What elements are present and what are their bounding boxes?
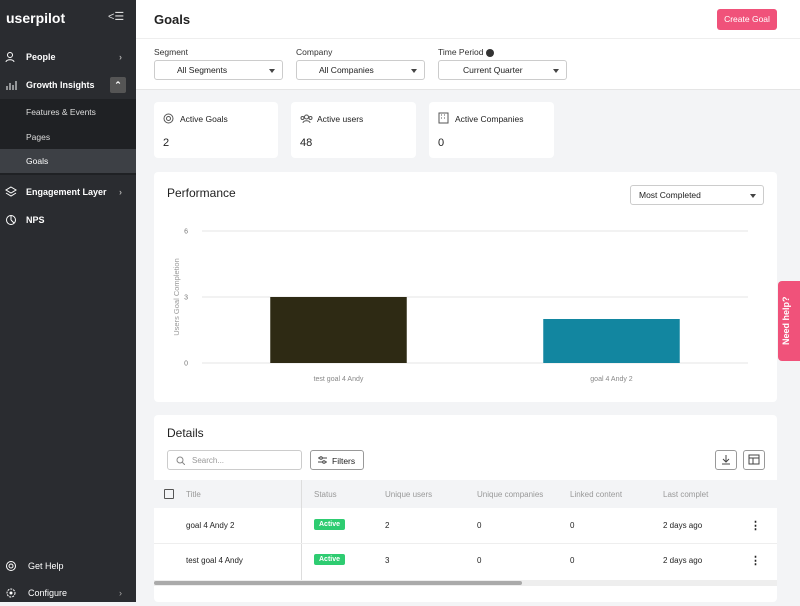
filter-select[interactable]: All Companies <box>296 60 425 80</box>
table-cell: 2 days ago <box>663 556 703 565</box>
value: Most Completed <box>639 190 701 200</box>
page-title: Goals <box>154 12 191 27</box>
column-header: Unique companies <box>477 490 544 499</box>
search-input[interactable]: Search... <box>167 450 302 470</box>
stat-card: Active Goals 2 <box>154 102 278 158</box>
nav-subitem[interactable]: Features & Events <box>26 107 96 117</box>
y-tick-label: 0 <box>184 361 188 368</box>
label: Engagement Layer <box>26 187 107 197</box>
filter-select[interactable]: Current Quarter <box>438 60 567 80</box>
status-badge: Active <box>314 519 346 530</box>
status-badge: Active <box>314 554 346 565</box>
nav-item[interactable]: Engagement Layer › <box>0 179 136 205</box>
y-tick-label: 3 <box>184 295 188 302</box>
card-label: Active Goals <box>180 114 228 124</box>
column-header: Linked content <box>570 490 623 499</box>
create-button[interactable]: Create Goal <box>717 9 777 30</box>
status-cell: Active <box>314 519 346 530</box>
logo: userpilot <box>6 10 66 26</box>
card-label: Active users <box>317 114 364 124</box>
filter-label: Company <box>296 47 333 57</box>
x-tick-label: test goal 4 Andy <box>314 376 364 383</box>
label: Growth Insights <box>26 80 95 90</box>
label: NPS <box>26 215 45 225</box>
bar <box>543 319 680 363</box>
scrollbar-track <box>154 580 777 586</box>
chart: 0 3 6 Users Goal Completion test goal 4 Andy… <box>172 229 748 383</box>
card-value: 0 <box>438 137 445 149</box>
card-value: 48 <box>300 137 313 149</box>
x-tick-label: goal 4 Andy 2 <box>590 376 633 383</box>
table-header <box>154 480 777 508</box>
filter-label: Segment <box>154 47 189 57</box>
column-header: Unique users <box>385 490 433 499</box>
panel-title: Performance <box>167 186 236 200</box>
columns-button[interactable] <box>743 450 765 470</box>
column-header: Last complet <box>663 490 709 499</box>
label: Get Help <box>28 561 64 571</box>
label: People <box>26 52 56 62</box>
card-label: Active Companies <box>455 114 524 124</box>
placeholder: Search... <box>192 456 225 465</box>
table-cell: 0 <box>477 521 482 530</box>
column-header: Status <box>314 490 337 499</box>
collapse[interactable]: <☰ <box>108 11 125 23</box>
header: Goals Create Goal Segment All Segments C… <box>136 0 800 90</box>
nav-item[interactable]: Growth Insights ⌃ <box>0 72 136 98</box>
column-header: Title <box>186 490 201 499</box>
panel-title: Details <box>167 426 204 440</box>
sort-select[interactable]: Most Completed <box>630 185 764 205</box>
row-menu[interactable]: ⋮ <box>750 520 761 532</box>
help-label: Need help? <box>781 296 791 345</box>
value: All Segments <box>177 65 228 75</box>
table-cell: 2 days ago <box>663 521 703 530</box>
filters-button[interactable]: Filters <box>310 450 364 470</box>
nav-subitem[interactable]: Pages <box>26 132 51 142</box>
details-panel: Details Search... Filters Title Status Uni… <box>154 415 777 602</box>
bar <box>270 297 407 363</box>
y-tick-label: 6 <box>184 229 188 236</box>
table-cell: goal 4 Andy 2 <box>186 521 235 530</box>
nav-item[interactable]: Configure › <box>0 580 136 606</box>
nav-item[interactable]: People › <box>0 44 136 70</box>
filter-select[interactable]: All Segments <box>154 60 283 80</box>
nav-subitem[interactable]: Goals <box>0 149 136 173</box>
status-cell: Active <box>314 554 346 565</box>
label: Filters <box>332 456 356 466</box>
label: Configure <box>28 588 68 598</box>
y-axis-label: Users Goal Completion <box>172 258 181 336</box>
row-menu[interactable]: ⋮ <box>750 555 761 567</box>
card-value: 2 <box>163 137 170 149</box>
nav-item[interactable]: Get Help <box>0 553 136 579</box>
help-tab[interactable]: Need help? <box>778 281 800 361</box>
nav-item[interactable]: NPS <box>0 207 136 233</box>
scrollbar[interactable] <box>154 581 522 585</box>
text: Time Period <box>438 47 484 57</box>
performance-panel: Performance Most Completed <box>154 172 777 402</box>
value: Current Quarter <box>463 65 523 75</box>
stat-card: Active users 48 <box>291 102 416 158</box>
stat-card: Active Companies 0 <box>429 102 554 158</box>
filter-label: Time Period <box>438 47 494 57</box>
value: All Companies <box>319 65 374 75</box>
table-cell: 3 <box>385 556 390 565</box>
download-button[interactable] <box>715 450 737 470</box>
table-cell: 0 <box>477 556 482 565</box>
table-cell: test goal 4 Andy <box>186 556 243 565</box>
checkbox[interactable] <box>164 489 174 499</box>
table-cell: 0 <box>570 521 575 530</box>
sidebar: userpilot <☰ People › Growth Insights ⌃ Fe… <box>0 0 136 602</box>
table-cell: 2 <box>385 521 390 530</box>
table-cell: 0 <box>570 556 575 565</box>
